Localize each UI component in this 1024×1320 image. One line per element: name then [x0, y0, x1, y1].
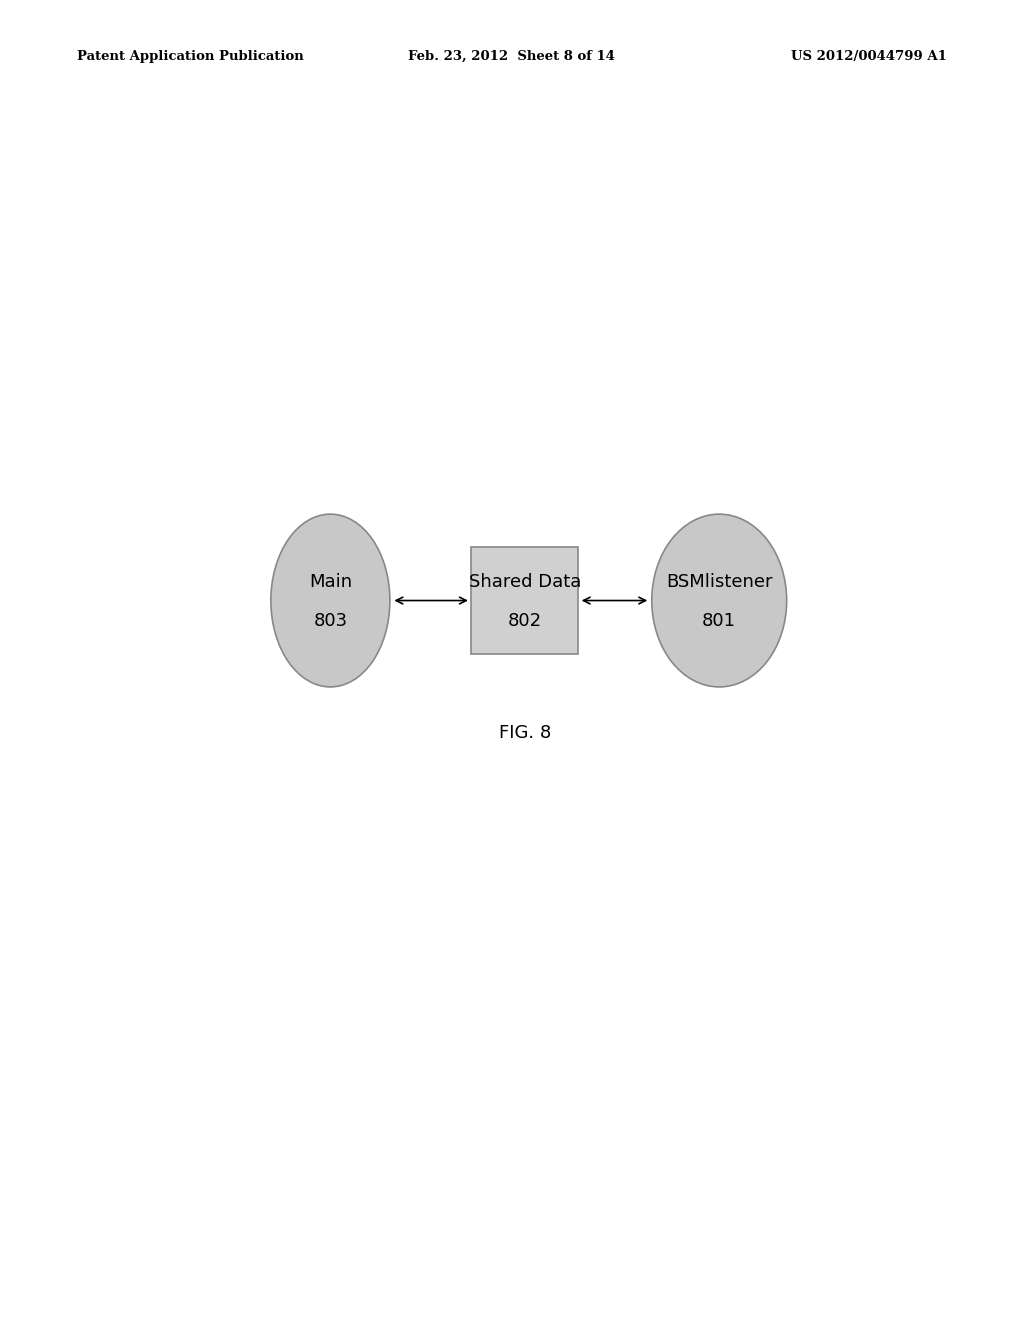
Text: 803: 803	[313, 612, 347, 630]
Text: Patent Application Publication: Patent Application Publication	[77, 50, 303, 63]
Ellipse shape	[651, 515, 786, 686]
FancyBboxPatch shape	[471, 548, 579, 653]
Text: FIG. 8: FIG. 8	[499, 723, 551, 742]
Text: Main: Main	[309, 573, 352, 591]
Text: US 2012/0044799 A1: US 2012/0044799 A1	[792, 50, 947, 63]
Ellipse shape	[271, 515, 390, 686]
Text: Feb. 23, 2012  Sheet 8 of 14: Feb. 23, 2012 Sheet 8 of 14	[409, 50, 615, 63]
Text: BSMlistener: BSMlistener	[666, 573, 772, 591]
Text: 802: 802	[508, 612, 542, 630]
Text: Shared Data: Shared Data	[469, 573, 581, 591]
Text: 801: 801	[702, 612, 736, 630]
